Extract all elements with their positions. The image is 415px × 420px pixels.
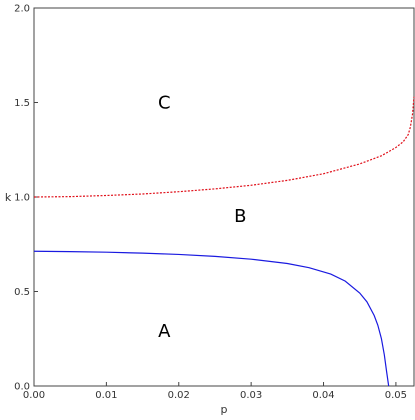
x-tick-label: 0.03 <box>240 390 262 401</box>
y-tick-label: 0.5 <box>14 287 30 298</box>
x-axis-label: p <box>221 403 228 416</box>
y-axis-label: k <box>5 191 12 204</box>
x-tick-label: 0.05 <box>385 390 407 401</box>
y-tick-label: 0.0 <box>14 382 30 393</box>
x-tick-label: 0.02 <box>168 390 190 401</box>
x-axis-ticks: 0.00 0.01 0.02 0.03 0.04 0.05 <box>23 382 407 401</box>
series-line-1 <box>33 96 415 198</box>
y-tick-label: 1.5 <box>14 98 30 109</box>
y-axis-ticks: 0.0 0.5 1.0 1.5 2.0 <box>14 4 38 393</box>
region-label-a: A <box>158 321 171 342</box>
x-tick-label: 0.00 <box>23 390 45 401</box>
region-label-c: C <box>158 93 171 114</box>
x-tick-label: 0.01 <box>95 390 117 401</box>
plot-frame <box>33 7 415 387</box>
region-labels: C B A <box>158 93 246 343</box>
series-line-2 <box>33 250 390 387</box>
x-tick-label: 0.04 <box>312 390 334 401</box>
y-tick-label: 2.0 <box>14 4 30 15</box>
region-label-b: B <box>234 206 246 227</box>
y-tick-label: 1.0 <box>14 193 30 204</box>
series-layer <box>33 96 415 387</box>
